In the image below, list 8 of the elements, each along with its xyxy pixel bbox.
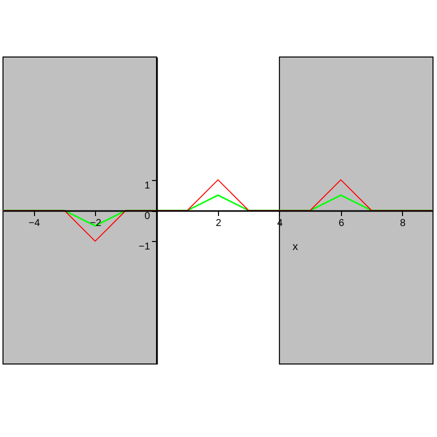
x-tick-label: −4: [28, 218, 40, 229]
x-tick-label: 8: [400, 218, 406, 229]
y-tick-label: 1: [144, 180, 151, 192]
x-tick-label: 6: [338, 218, 345, 229]
y-tick-label: −1: [138, 242, 151, 253]
x-tick-label: 2: [216, 218, 222, 229]
x-axis-title: x: [292, 241, 299, 253]
y-tick-label: 0: [144, 211, 151, 222]
